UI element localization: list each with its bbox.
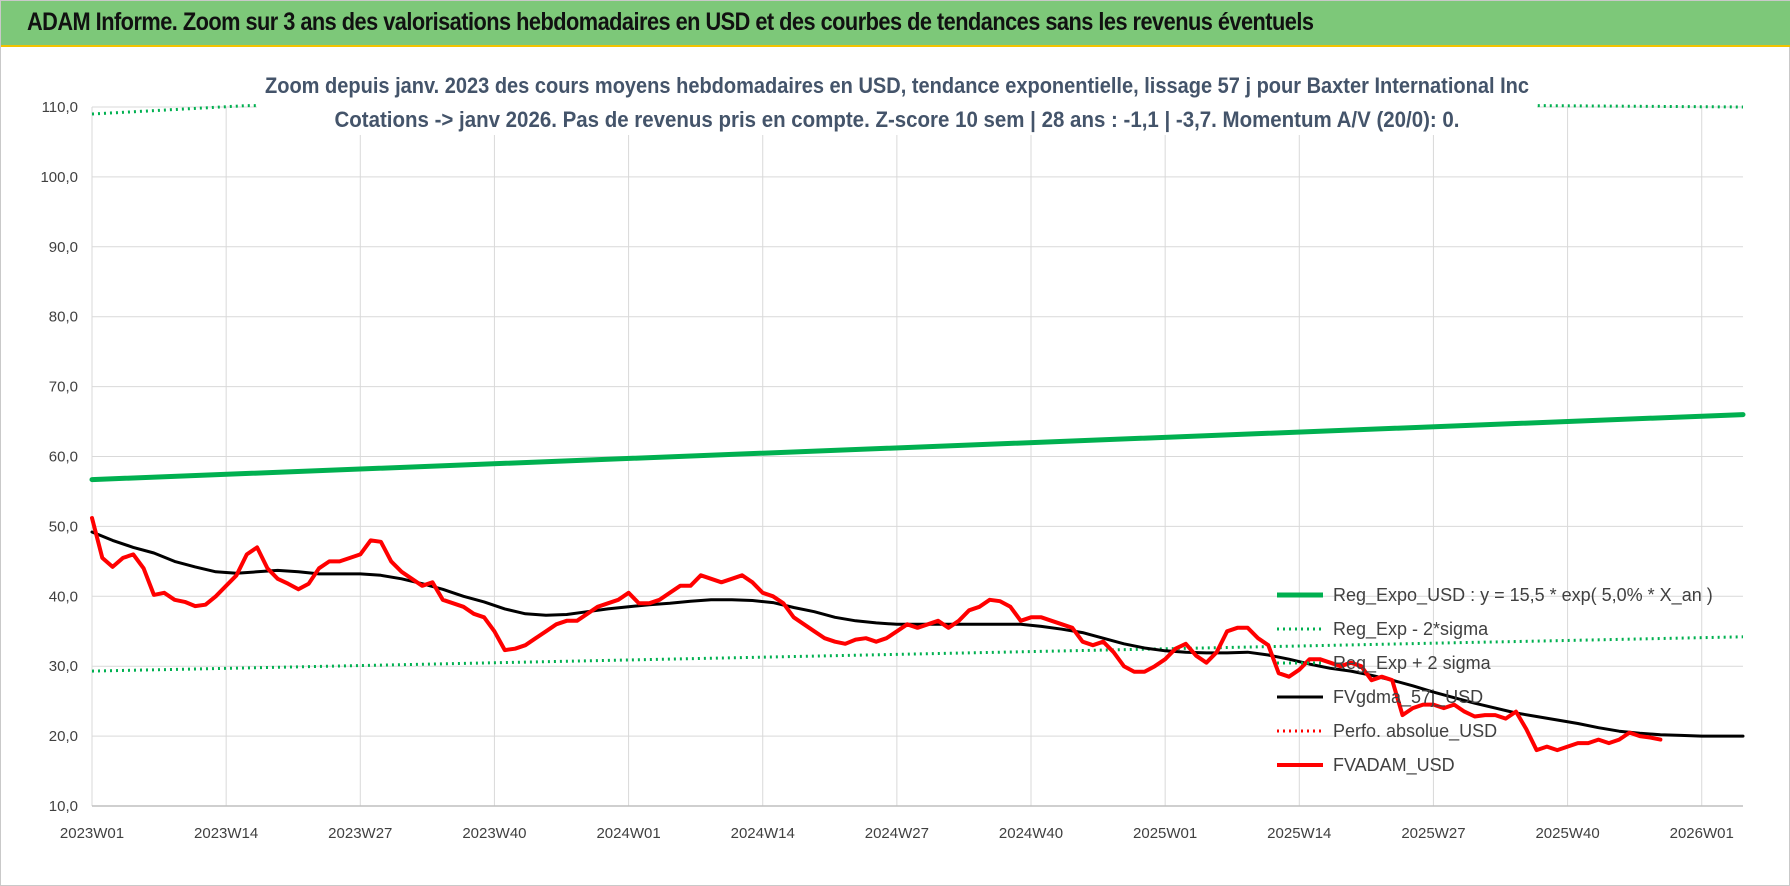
legend-label: FVgdma_57j_USD <box>1333 687 1483 708</box>
axes: 10,0 20,0 30,0 40,0 50,0 60,0 70,0 80,0 90,0 100,… <box>40 99 1743 842</box>
x-tick-label: 2023W01 <box>60 825 124 842</box>
x-tick-label: 2023W14 <box>194 825 258 842</box>
series-line-3 <box>90 530 1745 738</box>
legend-label: Reg_Expo_USD : y = 15,5 * exp( 5,0% * X_… <box>1333 585 1713 606</box>
legend: Reg_Expo_USD : y = 15,5 * exp( 5,0% * X_… <box>1277 585 1713 776</box>
x-tick-label: 2025W01 <box>1133 825 1197 842</box>
y-tick-label: 100,0 <box>40 169 78 186</box>
chart-subtitle-line-1: Zoom depuis janv. 2023 des cours moyens … <box>265 73 1529 98</box>
x-tick-label: 2026W01 <box>1670 825 1734 842</box>
x-tick-label: 2025W27 <box>1401 825 1465 842</box>
x-tick-label: 2023W40 <box>462 825 526 842</box>
chart-subtitle-line-2: Cotations -> janv 2026. Pas de revenus p… <box>335 107 1460 132</box>
legend-label: FVADAM_USD <box>1333 755 1455 776</box>
x-tick-label: 2024W27 <box>865 825 929 842</box>
x-tick-label: 2025W40 <box>1535 825 1599 842</box>
y-tick-label: 20,0 <box>49 728 78 745</box>
y-tick-label: 10,0 <box>49 798 78 815</box>
series-line-5 <box>90 516 1663 753</box>
x-tick-label: 2024W14 <box>731 825 795 842</box>
y-tick-label: 40,0 <box>49 588 78 605</box>
y-tick-label: 60,0 <box>49 449 78 466</box>
x-tick-label: 2024W40 <box>999 825 1063 842</box>
legend-label: Perfo. absolue_USD <box>1333 721 1497 742</box>
banner-title: ADAM Informe. Zoom sur 3 ans des valoris… <box>27 8 1314 36</box>
x-tick-label: 2025W14 <box>1267 825 1331 842</box>
y-tick-label: 70,0 <box>49 379 78 396</box>
legend-label: Reg_Exp - 2*sigma <box>1333 619 1489 640</box>
y-tick-label: 30,0 <box>49 658 78 675</box>
y-tick-label: 80,0 <box>49 309 78 326</box>
x-tick-label: 2024W01 <box>596 825 660 842</box>
y-tick-label: 90,0 <box>49 239 78 256</box>
chart-title: Zoom depuis janv. 2023 des cours moyens … <box>257 61 1537 135</box>
series-line-0 <box>89 412 1746 483</box>
title-banner: ADAM Informe. Zoom sur 3 ans des valoris… <box>1 1 1790 47</box>
x-tick-label: 2023W27 <box>328 825 392 842</box>
y-tick-label: 110,0 <box>42 99 78 116</box>
legend-label: Reg_Exp + 2 sigma <box>1333 653 1492 674</box>
y-tick-label: 50,0 <box>49 518 78 535</box>
chart: 10,0 20,0 30,0 40,0 50,0 60,0 70,0 80,0 90,0 100,… <box>40 61 1746 842</box>
